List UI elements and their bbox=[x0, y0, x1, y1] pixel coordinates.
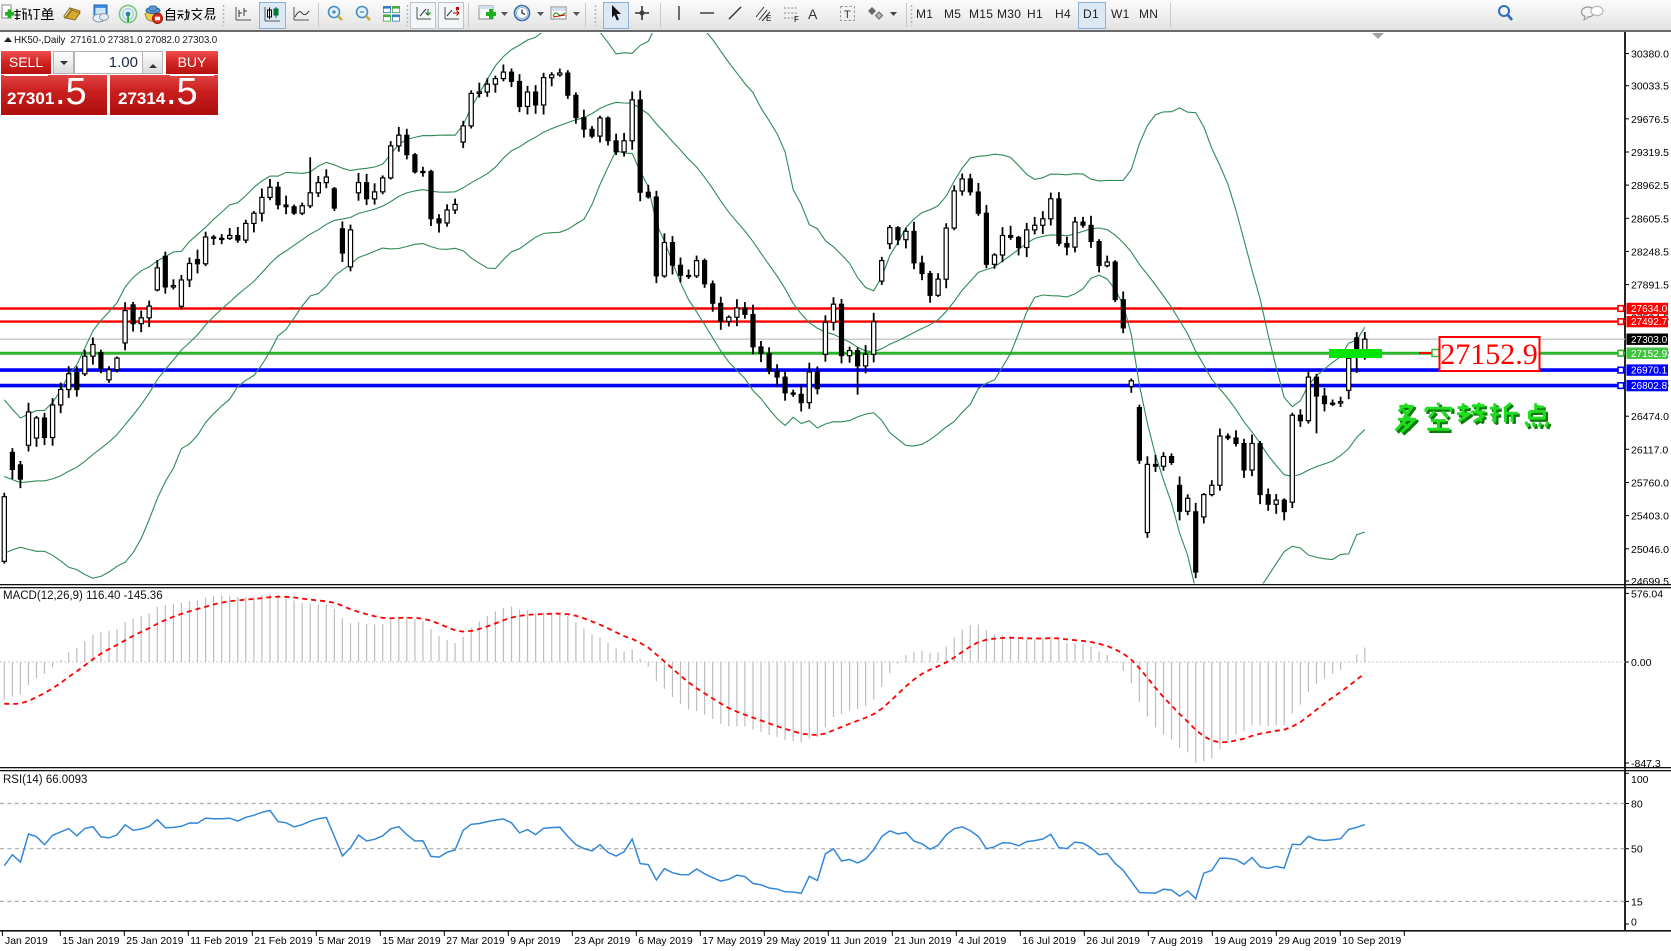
svg-text:28962.5: 28962.5 bbox=[1631, 180, 1669, 192]
svg-text:29 Aug 2019: 29 Aug 2019 bbox=[1278, 936, 1337, 947]
svg-text:RSI(14) 66.0093: RSI(14) 66.0093 bbox=[3, 774, 87, 786]
svg-text:15: 15 bbox=[1631, 896, 1643, 908]
svg-text:576.04: 576.04 bbox=[1631, 588, 1663, 600]
svg-text:7 Aug 2019: 7 Aug 2019 bbox=[1150, 936, 1203, 947]
svg-text:29676.5: 29676.5 bbox=[1631, 114, 1669, 126]
svg-text:15 Jan 2019: 15 Jan 2019 bbox=[62, 936, 119, 947]
svg-text:11 Jun 2019: 11 Jun 2019 bbox=[830, 936, 887, 947]
svg-text:4 Jul 2019: 4 Jul 2019 bbox=[958, 936, 1006, 947]
svg-text:9 Apr 2019: 9 Apr 2019 bbox=[510, 936, 560, 947]
svg-text:Jan 2019: Jan 2019 bbox=[5, 936, 48, 947]
svg-text:27634.0: 27634.0 bbox=[1631, 304, 1668, 315]
svg-text:F: F bbox=[794, 15, 799, 24]
svg-text:25046.0: 25046.0 bbox=[1631, 544, 1669, 556]
svg-text:E: E bbox=[766, 14, 771, 23]
svg-text:HK50-,Daily 27161.0 27381.0 2: HK50-,Daily 27161.0 27381.0 27082.0 2730… bbox=[14, 35, 218, 46]
svg-text:23 Apr 2019: 23 Apr 2019 bbox=[574, 936, 630, 947]
svg-text:50: 50 bbox=[1631, 844, 1643, 856]
svg-text:26802.8: 26802.8 bbox=[1631, 381, 1668, 392]
svg-text:-847.3: -847.3 bbox=[1631, 758, 1661, 770]
svg-text:100: 100 bbox=[1631, 774, 1649, 786]
svg-text:28248.5: 28248.5 bbox=[1631, 246, 1669, 258]
svg-text:21 Jun 2019: 21 Jun 2019 bbox=[894, 936, 951, 947]
svg-text:10 Sep 2019: 10 Sep 2019 bbox=[1342, 936, 1401, 947]
svg-text:0.00: 0.00 bbox=[1631, 657, 1652, 669]
svg-text:27152.9: 27152.9 bbox=[1631, 349, 1668, 360]
svg-text:30380.0: 30380.0 bbox=[1631, 49, 1669, 61]
svg-text:T: T bbox=[844, 9, 851, 21]
svg-text:27891.5: 27891.5 bbox=[1631, 280, 1669, 292]
svg-text:25760.0: 25760.0 bbox=[1631, 478, 1669, 490]
svg-text:5 Mar 2019: 5 Mar 2019 bbox=[318, 936, 371, 947]
svg-text:25 Jan 2019: 25 Jan 2019 bbox=[126, 936, 183, 947]
svg-text:28605.5: 28605.5 bbox=[1631, 213, 1669, 225]
svg-text:27 Mar 2019: 27 Mar 2019 bbox=[446, 936, 505, 947]
svg-text:19 Aug 2019: 19 Aug 2019 bbox=[1214, 936, 1273, 947]
svg-text:6 May 2019: 6 May 2019 bbox=[638, 936, 693, 947]
svg-text:26474.0: 26474.0 bbox=[1631, 411, 1669, 423]
svg-text:11 Feb 2019: 11 Feb 2019 bbox=[190, 936, 248, 947]
svg-text:17 May 2019: 17 May 2019 bbox=[702, 936, 762, 947]
svg-text:29319.5: 29319.5 bbox=[1631, 147, 1669, 159]
svg-text:27303.0: 27303.0 bbox=[1631, 335, 1668, 346]
svg-text:21 Feb 2019: 21 Feb 2019 bbox=[254, 936, 313, 947]
svg-text:29 May 2019: 29 May 2019 bbox=[766, 936, 826, 947]
svg-text:15 Mar 2019: 15 Mar 2019 bbox=[382, 936, 441, 947]
svg-text:26117.0: 26117.0 bbox=[1631, 444, 1668, 456]
svg-text:MACD(12,26,9) 116.40 -145.36: MACD(12,26,9) 116.40 -145.36 bbox=[3, 590, 163, 602]
svg-text:0: 0 bbox=[1631, 917, 1637, 929]
svg-text:27152.9: 27152.9 bbox=[1440, 338, 1538, 371]
svg-text:27492.7: 27492.7 bbox=[1631, 317, 1668, 328]
svg-text:26970.1: 26970.1 bbox=[1631, 366, 1668, 377]
svg-text:24699.5: 24699.5 bbox=[1631, 576, 1669, 588]
svg-text:25403.0: 25403.0 bbox=[1631, 511, 1669, 523]
svg-text:80: 80 bbox=[1631, 799, 1643, 811]
svg-text:30033.5: 30033.5 bbox=[1631, 81, 1669, 93]
svg-text:16 Jul 2019: 16 Jul 2019 bbox=[1022, 936, 1076, 947]
svg-text:26 Jul 2019: 26 Jul 2019 bbox=[1086, 936, 1140, 947]
